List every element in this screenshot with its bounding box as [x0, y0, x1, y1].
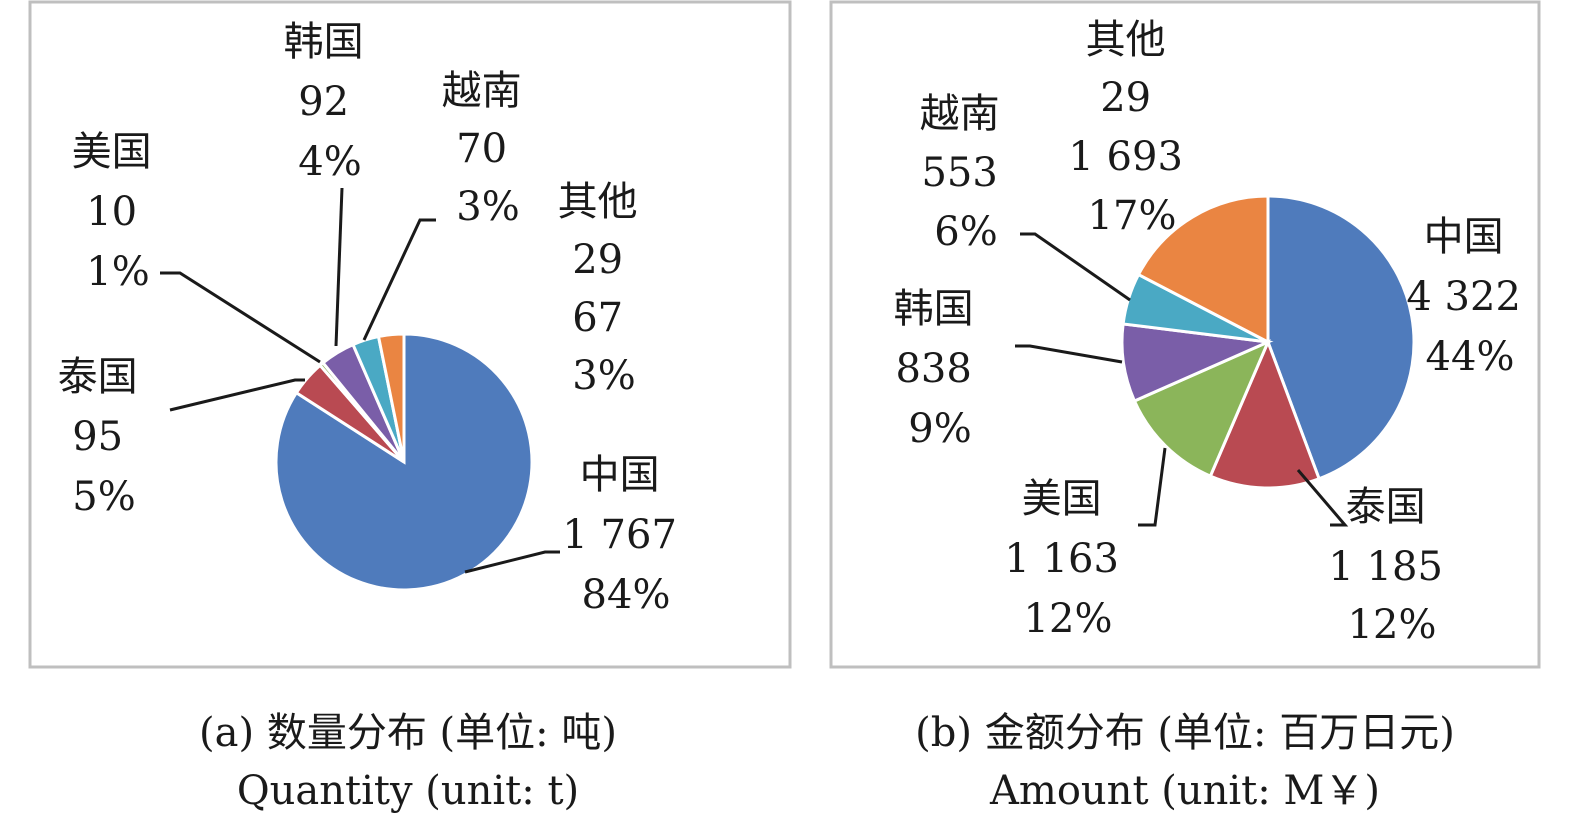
label-a-others: 其他 29 67 3%	[558, 179, 651, 399]
label-a-china-name: 中国	[580, 452, 660, 498]
label-b-china-name: 中国	[1424, 214, 1504, 260]
label-a-others-name: 其他	[558, 179, 638, 225]
label-b-china-percent: 44%	[1426, 334, 1515, 380]
label-b-usa-name: 美国	[1022, 476, 1102, 522]
label-a-vietnam-value: 70	[456, 126, 507, 172]
label-a-usa-name: 美国	[72, 129, 152, 175]
label-b-others: 其他 29 1 693 17%	[1068, 17, 1195, 239]
caption-a-cn: (a) 数量分布 (单位: 吨)	[199, 710, 617, 756]
slice-b-thailand	[1208, 337, 1322, 490]
label-b-korea-name: 韩国	[894, 286, 974, 332]
label-a-china: 中国 1 767 84%	[562, 452, 689, 618]
label-a-usa-value: 10	[86, 189, 137, 235]
label-a-thailand-name: 泰国	[58, 354, 138, 400]
label-b-vietnam-name: 越南	[920, 91, 1000, 137]
leader-a-china	[464, 550, 560, 574]
caption-b-cn: (b) 金额分布 (单位: 百万日元)	[915, 710, 1455, 756]
label-a-vietnam: 越南 70 3%	[442, 68, 535, 230]
slice-b-usa	[1132, 339, 1271, 479]
caption-b-en: Amount (unit: M￥)	[989, 768, 1380, 814]
label-b-thailand-value: 1 185	[1328, 544, 1443, 590]
label-b-others-percent: 17%	[1088, 193, 1177, 239]
label-a-vietnam-name: 越南	[442, 68, 522, 114]
leader-b-korea	[1015, 344, 1123, 364]
label-a-others-sub: 29	[572, 237, 623, 283]
leader-a-vietnam	[362, 218, 436, 341]
slice-a-others	[376, 332, 406, 463]
label-a-thailand-value: 95	[72, 414, 123, 460]
leader-a-korea	[334, 187, 344, 347]
slice-b-china	[1266, 194, 1416, 481]
caption-a-en: Quantity (unit: t)	[237, 768, 579, 814]
label-b-korea-percent: 9%	[908, 406, 971, 452]
label-b-others-name: 其他	[1086, 17, 1166, 63]
label-a-usa: 美国 10 1%	[72, 129, 165, 295]
label-b-usa: 美国 1 163 12%	[1004, 476, 1131, 642]
label-a-china-value: 1 767	[562, 512, 677, 558]
leader-b-vietnam	[1020, 232, 1131, 302]
leader-b-usa	[1138, 447, 1167, 527]
label-a-thailand-percent: 5%	[72, 474, 135, 520]
label-b-vietnam-value: 553	[921, 150, 997, 196]
leader-a-thailand	[169, 378, 305, 412]
label-b-vietnam-percent: 6%	[934, 209, 997, 255]
label-a-korea-name: 韩国	[284, 19, 364, 65]
label-b-korea-value: 838	[895, 346, 971, 392]
chart-b: 中国 4 322 44% 泰国 1 185 12% 美国 1 163 12% 韩…	[829, 0, 1541, 814]
chart-a-slices	[274, 332, 534, 592]
label-a-thailand: 泰国 95 5%	[58, 354, 151, 520]
label-b-vietnam: 越南 553 6%	[920, 91, 1013, 255]
label-b-china-value: 4 322	[1406, 274, 1521, 320]
label-a-others-percent: 3%	[572, 353, 635, 399]
label-b-usa-percent: 12%	[1024, 596, 1113, 642]
label-b-korea: 韩国 838 9%	[894, 286, 987, 452]
label-a-usa-percent: 1%	[86, 249, 149, 295]
label-b-china: 中国 4 322 44%	[1406, 214, 1533, 380]
label-b-others-sub: 29	[1100, 75, 1151, 121]
chart-b-slices	[1120, 194, 1416, 490]
label-a-korea: 韩国 92 4%	[284, 19, 377, 185]
leader-b-thailand	[1296, 469, 1349, 527]
label-b-thailand-percent: 12%	[1348, 602, 1437, 648]
label-a-others-value: 67	[572, 295, 623, 341]
leader-a-usa	[160, 271, 321, 364]
label-b-thailand-name: 泰国	[1346, 484, 1426, 530]
label-a-vietnam-percent: 3%	[456, 184, 519, 230]
label-a-china-percent: 84%	[582, 572, 671, 618]
label-a-korea-value: 92	[298, 79, 349, 125]
slice-b-others	[1136, 194, 1270, 345]
label-b-others-value: 1 693	[1068, 134, 1183, 180]
chart-a: 中国 1 767 84% 泰国 95 5% 美国 10 1% 韩国 92 4% …	[28, 0, 792, 814]
label-b-usa-value: 1 163	[1004, 536, 1119, 582]
label-a-korea-percent: 4%	[298, 139, 361, 185]
label-b-thailand: 泰国 1 185 12%	[1328, 484, 1455, 648]
